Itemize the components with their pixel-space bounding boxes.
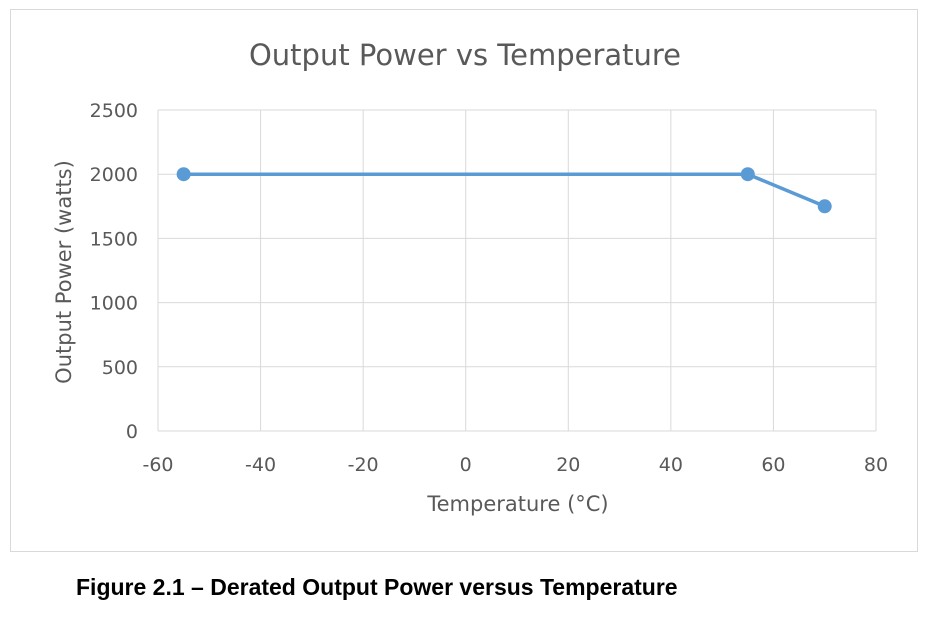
y-tick-labels: 0 500 1000 1500 2000 2500 [90, 100, 138, 443]
y-axis-label: Output Power (watts) [52, 160, 76, 384]
x-tick-label: -20 [348, 454, 379, 476]
y-tick-label: 2000 [90, 164, 138, 186]
x-tick-label: 20 [556, 454, 580, 476]
series-line [183, 172, 826, 208]
series-layer [176, 167, 832, 214]
x-tick-label: 60 [761, 454, 785, 476]
x-tick-label: 80 [864, 454, 888, 476]
x-tick-labels: -60 -40 -20 0 20 40 60 80 [142, 454, 888, 476]
y-tick-label: 2500 [90, 100, 138, 122]
y-tick-label: 1500 [90, 228, 138, 250]
data-point [176, 167, 191, 182]
chart-frame [10, 9, 918, 552]
y-tick-label: 1000 [90, 293, 138, 315]
chart-title: Output Power vs Temperature [249, 38, 681, 72]
x-axis-label: Temperature (°C) [426, 492, 608, 516]
x-tick-label: 0 [460, 454, 472, 476]
data-point [740, 167, 755, 182]
x-tick-label: 40 [659, 454, 683, 476]
x-tick-label: -40 [245, 454, 276, 476]
y-tick-label: 0 [126, 421, 138, 443]
figure-caption: Figure 2.1 – Derated Output Power versus… [76, 574, 678, 600]
data-point [817, 199, 832, 214]
y-tick-label: 500 [102, 357, 138, 379]
x-tick-label: -60 [142, 454, 173, 476]
gridlines [157, 109, 877, 432]
